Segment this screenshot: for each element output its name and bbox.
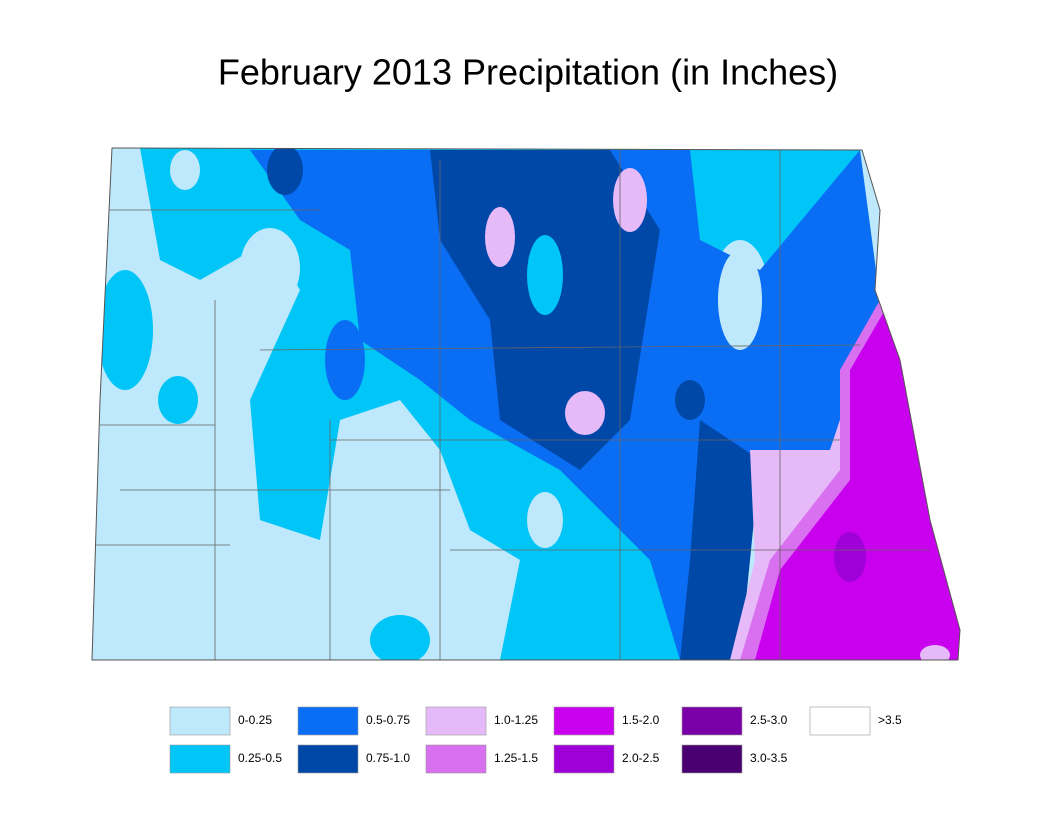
legend-label: 0.25-0.5 [238,751,282,765]
legend-swatch [553,744,615,774]
legend-label: >3.5 [878,713,902,727]
legend-swatch [169,744,231,774]
legend-swatch [169,706,231,736]
state-outline [91,147,961,661]
legend-label: 1.0-1.25 [494,713,538,727]
legend-swatch [425,706,487,736]
legend-label: 0.75-1.0 [366,751,410,765]
legend-label: 0.5-0.75 [366,713,410,727]
legend-swatch [425,744,487,774]
legend-label: 3.0-3.5 [750,751,788,765]
legend-label: 1.25-1.5 [494,751,538,765]
legend-swatch [809,706,871,736]
legend-label: 0-0.25 [238,713,272,727]
legend-label: 2.5-3.0 [750,713,788,727]
legend-swatch [297,706,359,736]
legend-swatch [297,744,359,774]
legend-swatch [681,744,743,774]
legend: 0-0.25 0.25-0.5 0.5-0.75 0.75-1.0 1.0-1.25 1.… [169,706,902,774]
legend-swatch [681,706,743,736]
legend-label: 1.5-2.0 [622,713,660,727]
map-title: February 2013 Precipitation (in Inches) [218,52,838,93]
precipitation-map [92,148,960,660]
legend-swatch [553,706,615,736]
legend-label: 2.0-2.5 [622,751,660,765]
